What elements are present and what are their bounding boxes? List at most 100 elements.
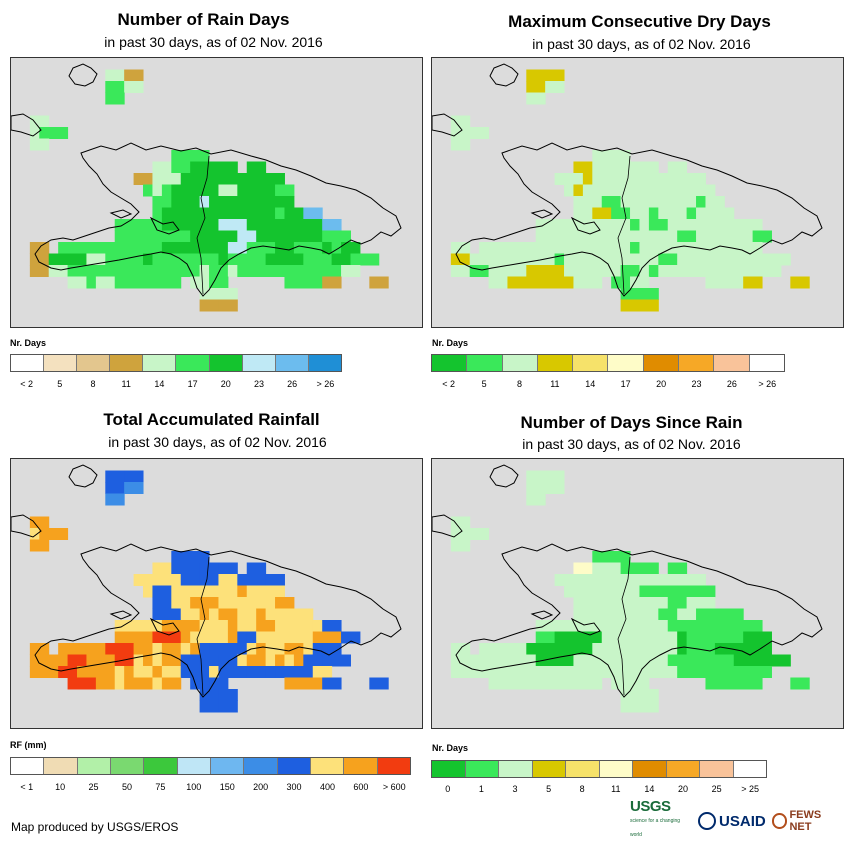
legend-swatch xyxy=(608,355,644,371)
grid-cell xyxy=(265,585,285,598)
grid-cell xyxy=(450,516,471,529)
grid-cell xyxy=(639,574,659,586)
grid-cell xyxy=(611,551,631,563)
legend-swatch xyxy=(77,355,111,371)
legend-label: 11 xyxy=(611,784,621,794)
grid-cell xyxy=(180,253,201,266)
grid-cell xyxy=(554,230,574,243)
grid-cell xyxy=(752,666,772,678)
country-border xyxy=(617,155,631,295)
panel-title: Number of Rain Days xyxy=(117,10,290,29)
grid-cell xyxy=(284,207,304,220)
grid-cell xyxy=(582,677,603,690)
legend-label: 3 xyxy=(512,784,518,794)
panel-days-since-rain: Number of Days Since Rain in past 30 day… xyxy=(427,400,854,800)
legend-swatch xyxy=(502,355,538,371)
usaid-seal-icon xyxy=(698,812,717,830)
grid-cell xyxy=(199,654,219,667)
legend-label: 14 xyxy=(585,379,596,389)
grid-cell xyxy=(743,677,763,690)
grid-cell xyxy=(48,654,69,667)
legend-label: 14 xyxy=(154,379,165,389)
hispaniola-outline xyxy=(34,142,402,297)
grid-cell xyxy=(322,276,342,289)
map-days-since-rain[interactable] xyxy=(431,458,844,729)
grid-cell xyxy=(724,631,744,644)
island-outline xyxy=(11,113,42,137)
legend-swatch xyxy=(277,758,311,774)
grid-cell xyxy=(133,242,153,254)
grid-cell xyxy=(752,230,772,243)
map-max-dry-days[interactable] xyxy=(431,57,844,328)
grid-cell xyxy=(450,265,471,277)
legend-label: 5 xyxy=(546,784,552,794)
grid-cell xyxy=(592,150,612,162)
grid-cell xyxy=(133,574,153,586)
grid-cell xyxy=(275,184,295,197)
legend-label: 26 xyxy=(726,379,737,389)
grid-cell xyxy=(105,81,125,93)
grid-cell xyxy=(582,654,603,667)
grid-cell xyxy=(199,230,219,243)
grid-cell xyxy=(526,92,546,105)
grid-cell xyxy=(601,184,622,197)
legend-swatch xyxy=(377,758,410,774)
legend-label: 600 xyxy=(353,782,369,792)
grid-cell xyxy=(526,493,546,506)
grid-cell xyxy=(199,299,219,312)
grid-cell xyxy=(199,288,219,300)
grid-cell xyxy=(246,161,267,174)
grid-cell xyxy=(29,253,50,266)
grid-cell xyxy=(48,253,69,266)
grid-cell xyxy=(218,574,238,586)
grid-cell xyxy=(469,654,490,667)
grid-cell xyxy=(658,666,678,678)
grid-cell xyxy=(639,161,659,174)
legend-swatch xyxy=(599,761,633,777)
grid-cell xyxy=(658,253,678,266)
grid-cell xyxy=(535,620,556,632)
legend-label: > 26 xyxy=(758,379,777,389)
grid-cell xyxy=(658,574,678,586)
grid-cell xyxy=(133,631,153,644)
grid-cell xyxy=(284,276,304,289)
grid-cell xyxy=(733,666,754,678)
grid-cell xyxy=(705,608,725,621)
grid-cell xyxy=(199,689,219,701)
country-border xyxy=(196,155,210,295)
grid-cell xyxy=(601,654,622,667)
grid-cell xyxy=(573,253,593,266)
grid-cell xyxy=(152,562,172,575)
grid-cell xyxy=(724,677,744,690)
grid-cell xyxy=(601,585,622,598)
grid-cell xyxy=(554,219,574,231)
grid-cell xyxy=(535,631,556,644)
panel-title: Number of Days Since Rain xyxy=(520,413,743,432)
grid-cell xyxy=(686,265,706,277)
island-outline xyxy=(432,113,463,137)
legend-swatch xyxy=(242,355,276,371)
map-total-rainfall[interactable] xyxy=(10,458,423,729)
legend-swatch xyxy=(177,758,211,774)
grid-cell xyxy=(105,482,125,494)
grid-cell xyxy=(293,608,314,621)
legend-label: 5 xyxy=(57,379,63,389)
grid-cell xyxy=(582,242,603,254)
legend-swatch xyxy=(714,355,750,371)
grid-cell xyxy=(667,654,688,667)
grid-cell xyxy=(246,585,267,598)
grid-cell xyxy=(293,666,314,678)
map-rain-days[interactable] xyxy=(10,57,423,328)
grid-cell xyxy=(171,161,191,174)
grid-cell xyxy=(743,620,763,632)
grid-cell xyxy=(105,253,125,266)
legend-swatch xyxy=(209,355,243,371)
grid-cell xyxy=(114,230,135,243)
legend-swatch xyxy=(44,758,78,774)
legend-swatch xyxy=(44,355,78,371)
legend-swatch xyxy=(344,758,378,774)
grid-cell xyxy=(450,115,471,128)
usgs-logo-text: USGS xyxy=(630,798,671,815)
legend-swatch xyxy=(310,758,345,774)
island-outline xyxy=(68,464,98,488)
